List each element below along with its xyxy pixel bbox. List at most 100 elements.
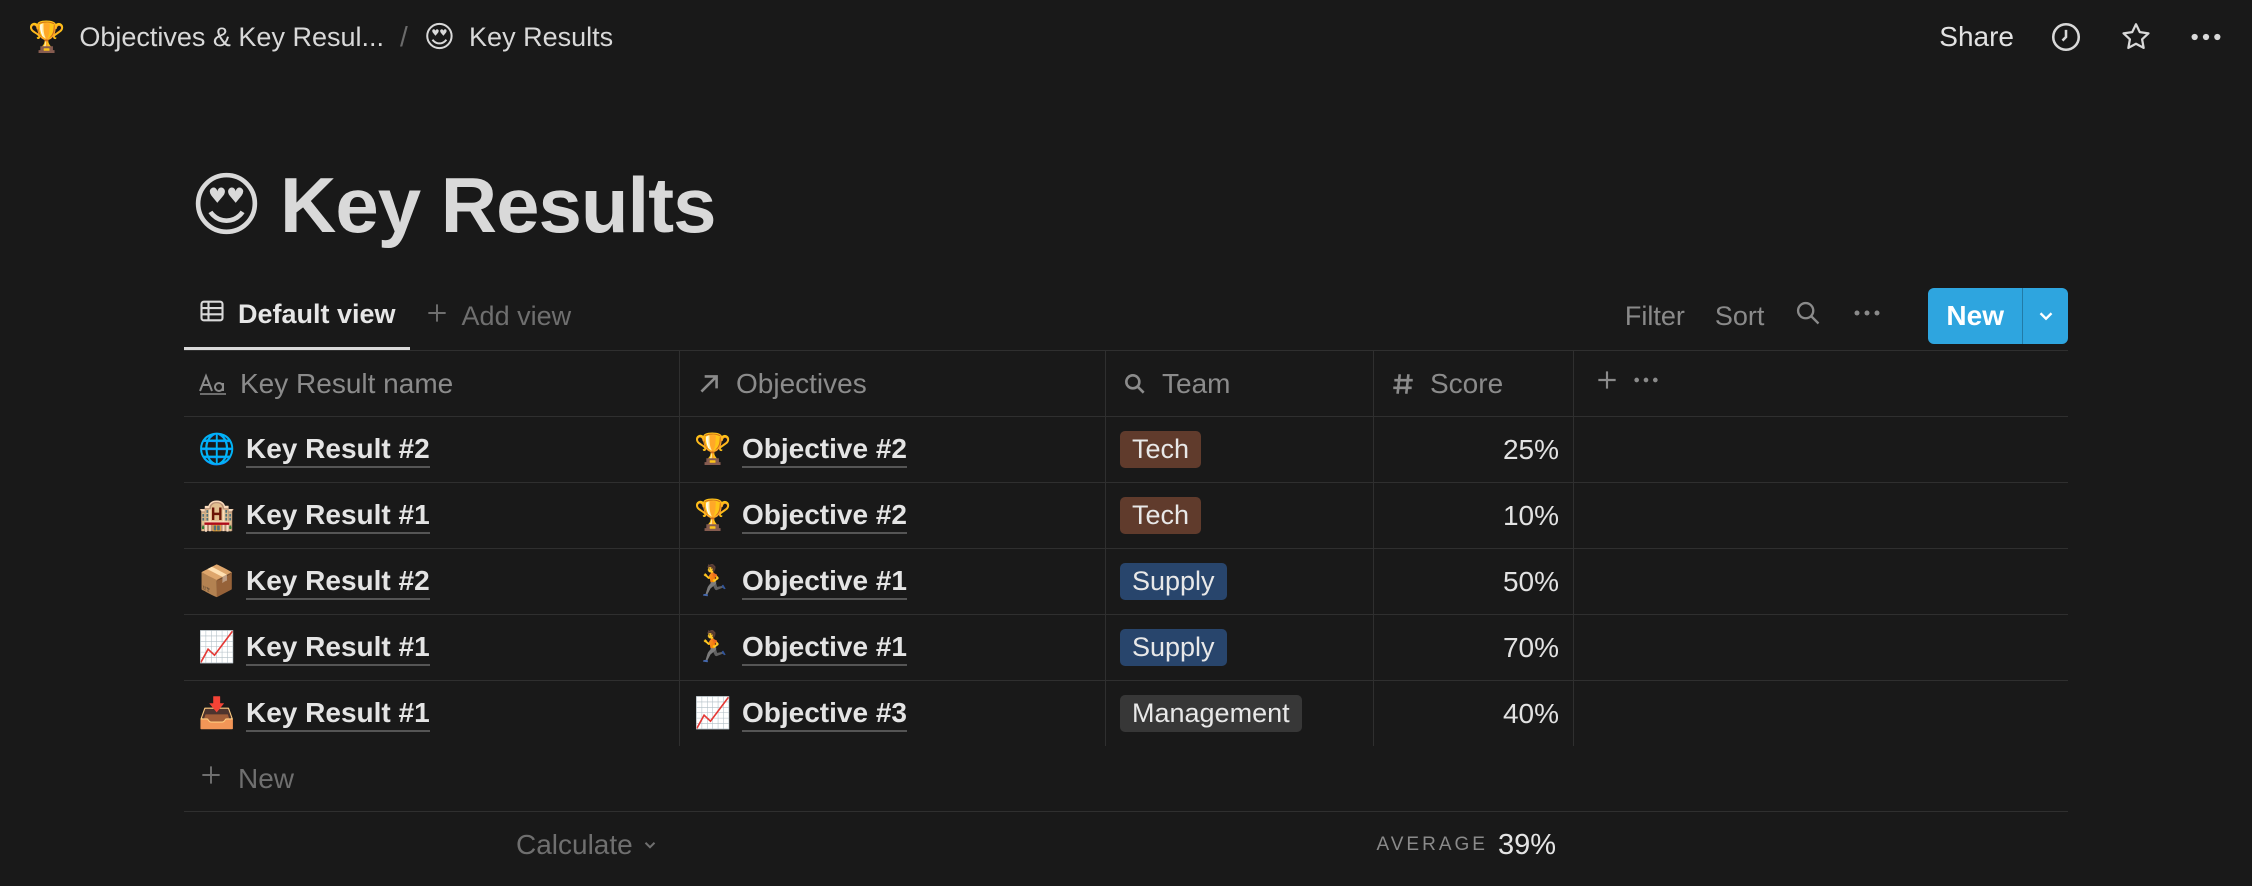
score-cell[interactable]: 25% xyxy=(1374,417,1574,482)
team-cell[interactable]: Supply xyxy=(1106,549,1374,614)
chevron-down-icon xyxy=(641,829,659,861)
objective-cell[interactable]: 🏃 Objective #1 xyxy=(680,549,1106,614)
sort-button[interactable]: Sort xyxy=(1714,300,1765,331)
view-tools: Filter Sort New xyxy=(1625,288,2068,344)
runner-icon: 🏃 xyxy=(694,565,732,598)
table-row[interactable]: 🏨 Key Result #1 🏆 Objective #2 Tech 10% xyxy=(184,482,2068,548)
calculation-row: Calculate AVERAGE 39% xyxy=(184,812,2068,878)
column-label: Score xyxy=(1430,367,1504,399)
key-result-link[interactable]: Key Result #1 xyxy=(246,630,430,666)
objective-link[interactable]: Objective #2 xyxy=(742,432,907,468)
trophy-icon: 🏆 xyxy=(694,433,732,466)
key-result-link[interactable]: Key Result #1 xyxy=(246,696,430,732)
breadcrumb: 🏆 Objectives & Key Resul... / 😍 Key Resu… xyxy=(28,20,613,55)
globe-icon: 🌐 xyxy=(198,433,236,466)
view-tabs: Default view Add view xyxy=(184,282,585,350)
chart-increasing-icon: 📈 xyxy=(694,697,732,730)
table-row[interactable]: 📦 Key Result #2 🏃 Objective #1 Supply 50% xyxy=(184,548,2068,614)
package-icon: 📦 xyxy=(198,565,236,598)
key-result-link[interactable]: Key Result #2 xyxy=(246,432,430,468)
team-tag: Supply xyxy=(1120,629,1227,666)
key-result-name-cell[interactable]: 📦 Key Result #2 xyxy=(184,549,680,614)
team-cell[interactable]: Management xyxy=(1106,681,1374,746)
key-result-name-cell[interactable]: 📈 Key Result #1 xyxy=(184,615,680,680)
empty-cell xyxy=(1574,549,2068,614)
runner-icon: 🏃 xyxy=(694,631,732,664)
title-text-icon xyxy=(198,369,228,399)
score-cell[interactable]: 70% xyxy=(1374,615,1574,680)
page-title: 😍 Key Results xyxy=(190,150,717,260)
team-tag: Supply xyxy=(1120,563,1227,600)
objective-link[interactable]: Objective #3 xyxy=(742,696,907,732)
empty-cell xyxy=(1574,483,2068,548)
score-average[interactable]: AVERAGE 39% xyxy=(1376,812,1556,878)
table-header-row: Key Result name Objectives Team Score xyxy=(184,350,2068,416)
breadcrumb-item-key-results[interactable]: 😍 Key Results xyxy=(424,20,613,55)
trophy-icon: 🏆 xyxy=(28,20,66,54)
add-row-button[interactable]: New xyxy=(184,746,2068,812)
add-view-button[interactable]: Add view xyxy=(410,282,586,350)
breadcrumb-label: Objectives & Key Resul... xyxy=(79,21,384,52)
chart-increasing-icon: 📈 xyxy=(198,631,236,664)
column-header-score[interactable]: Score xyxy=(1374,351,1574,416)
objective-cell[interactable]: 📈 Objective #3 xyxy=(680,681,1106,746)
objective-cell[interactable]: 🏆 Objective #2 xyxy=(680,417,1106,482)
history-clock-icon[interactable] xyxy=(2048,19,2084,55)
filter-button[interactable]: Filter xyxy=(1624,300,1685,331)
column-label: Key Result name xyxy=(240,367,454,399)
plus-icon xyxy=(424,300,450,333)
breadcrumb-separator: / xyxy=(399,21,408,52)
view-bar: Default view Add view Filter Sort New xyxy=(184,282,2068,350)
tab-label: Default view xyxy=(238,299,396,329)
team-tag: Tech xyxy=(1120,431,1202,468)
column-header-objectives[interactable]: Objectives xyxy=(680,351,1106,416)
table-row[interactable]: 📥 Key Result #1 📈 Objective #3 Management … xyxy=(184,680,2068,746)
search-icon[interactable] xyxy=(1794,299,1822,334)
breadcrumb-item-okr[interactable]: 🏆 Objectives & Key Resul... xyxy=(28,20,384,55)
inbox-tray-icon: 📥 xyxy=(198,697,236,730)
key-result-link[interactable]: Key Result #2 xyxy=(246,564,430,600)
team-cell[interactable]: Supply xyxy=(1106,615,1374,680)
score-cell[interactable]: 10% xyxy=(1374,483,1574,548)
objective-link[interactable]: Objective #2 xyxy=(742,498,907,534)
new-button[interactable]: New xyxy=(1946,300,2004,331)
share-button[interactable]: Share xyxy=(1939,21,2014,52)
column-label: Objectives xyxy=(736,367,867,399)
empty-cell xyxy=(1574,681,2068,746)
top-actions: Share xyxy=(1939,19,2224,55)
favorite-star-icon[interactable] xyxy=(2118,19,2154,55)
table-row[interactable]: 📈 Key Result #1 🏃 Objective #1 Supply 70% xyxy=(184,614,2068,680)
chevron-down-icon[interactable] xyxy=(2022,288,2068,344)
objective-link[interactable]: Objective #1 xyxy=(742,564,907,600)
column-header-key-result-name[interactable]: Key Result name xyxy=(184,351,680,416)
key-result-name-cell[interactable]: 📥 Key Result #1 xyxy=(184,681,680,746)
more-dots-icon[interactable] xyxy=(2188,19,2224,55)
objective-cell[interactable]: 🏆 Objective #2 xyxy=(680,483,1106,548)
objective-link[interactable]: Objective #1 xyxy=(742,630,907,666)
key-result-name-cell[interactable]: 🌐 Key Result #2 xyxy=(184,417,680,482)
add-column-plus-icon[interactable] xyxy=(1594,367,1620,400)
column-header-team[interactable]: Team xyxy=(1106,351,1374,416)
score-cell[interactable]: 50% xyxy=(1374,549,1574,614)
key-result-name-cell[interactable]: 🏨 Key Result #1 xyxy=(184,483,680,548)
team-cell[interactable]: Tech xyxy=(1106,483,1374,548)
average-label: AVERAGE xyxy=(1376,834,1488,855)
column-options-dots-icon[interactable] xyxy=(1632,366,1660,401)
page-title-text[interactable]: Key Results xyxy=(279,160,717,249)
hash-icon xyxy=(1388,369,1418,399)
trophy-icon: 🏆 xyxy=(694,499,732,532)
tab-default-view[interactable]: Default view xyxy=(184,282,410,350)
hotel-icon: 🏨 xyxy=(198,499,236,532)
team-cell[interactable]: Tech xyxy=(1106,417,1374,482)
add-view-label: Add view xyxy=(461,300,572,331)
objective-cell[interactable]: 🏃 Objective #1 xyxy=(680,615,1106,680)
new-row-label: New xyxy=(238,762,295,794)
plus-icon xyxy=(198,762,224,795)
team-tag: Management xyxy=(1120,695,1302,732)
calculate-dropdown[interactable]: Calculate xyxy=(516,812,659,878)
view-options-dots-icon[interactable] xyxy=(1852,298,1882,335)
page-icon[interactable]: 😍 xyxy=(190,166,263,244)
table-row[interactable]: 🌐 Key Result #2 🏆 Objective #2 Tech 25% xyxy=(184,416,2068,482)
score-cell[interactable]: 40% xyxy=(1374,681,1574,746)
key-result-link[interactable]: Key Result #1 xyxy=(246,498,430,534)
